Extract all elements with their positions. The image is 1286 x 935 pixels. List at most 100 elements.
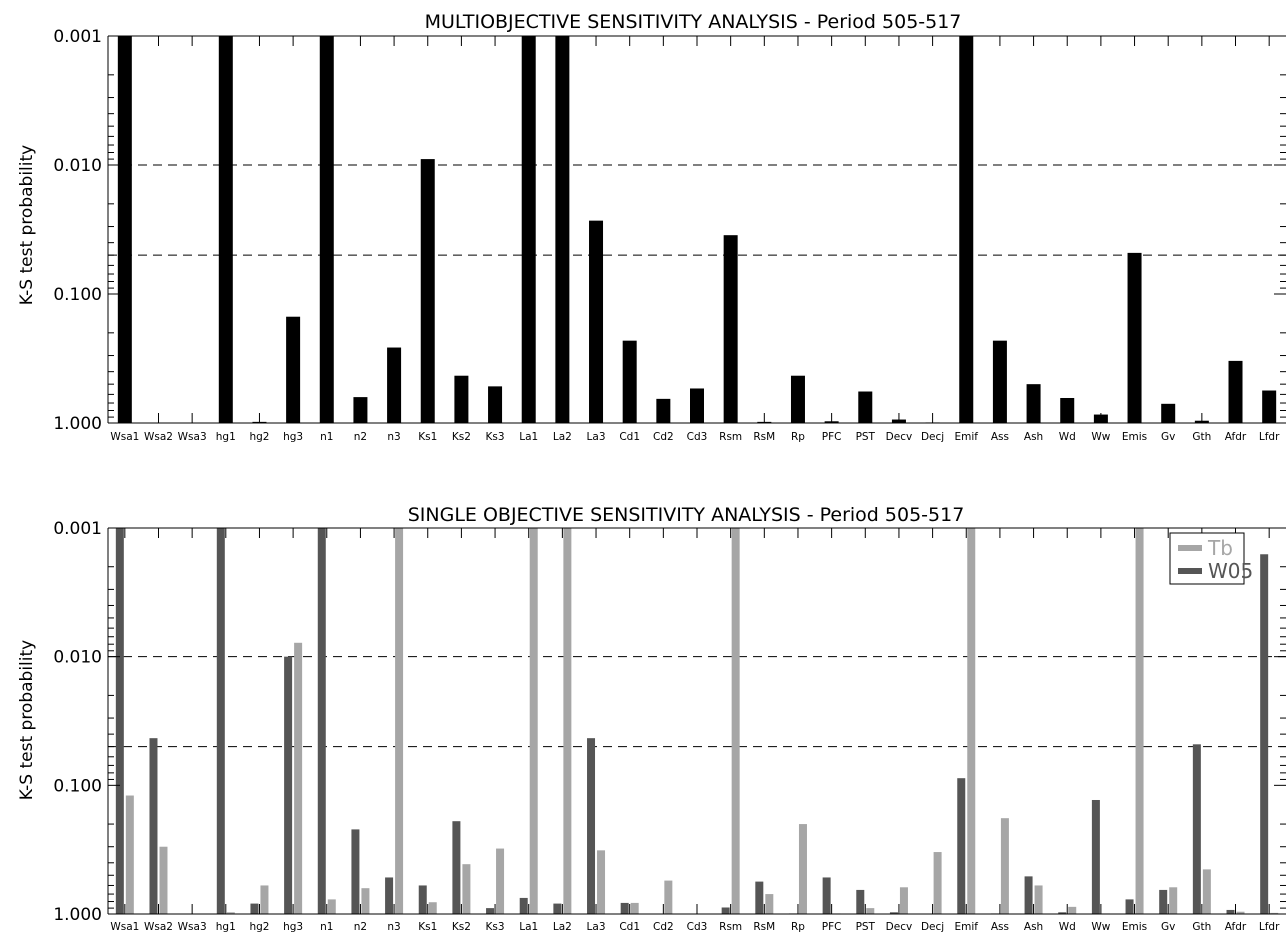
bar [630, 902, 639, 914]
bar [519, 897, 528, 914]
x-tick-label: Ww [1091, 921, 1110, 933]
x-tick-label: hg1 [216, 921, 236, 933]
x-tick-label: Ks3 [486, 921, 505, 933]
bar [1000, 818, 1009, 914]
bar [790, 375, 805, 423]
bar [957, 778, 966, 914]
bar [117, 36, 132, 423]
x-tick-label: Decj [921, 431, 944, 443]
x-tick-label: Ass [991, 431, 1009, 443]
x-tick-label: Ks2 [452, 431, 471, 443]
x-tick-label: Ass [991, 921, 1009, 933]
bar [387, 347, 402, 423]
bar [216, 528, 225, 914]
bar [723, 235, 738, 423]
x-tick-label: Ks3 [486, 431, 505, 443]
x-tick-label: Gv [1161, 431, 1175, 443]
y-tick-label: 0.001 [53, 519, 102, 539]
x-tick-label: hg3 [283, 921, 303, 933]
bar [286, 316, 301, 423]
bar [317, 528, 326, 914]
x-tick-label: hg2 [249, 921, 269, 933]
bar [1026, 384, 1041, 423]
bar [294, 642, 303, 914]
bar [1127, 252, 1142, 423]
x-tick-label: n1 [320, 431, 333, 443]
bar [553, 903, 562, 914]
x-tick-label: hg3 [283, 431, 303, 443]
bar [115, 528, 124, 914]
plot-area: 0.001 0.010 0.100 1.000 Wsa1 Wsa2 Wsa3 hg1 hg2 hg… [53, 27, 1286, 443]
bar [284, 656, 293, 914]
bar [721, 907, 730, 914]
x-tick-label: Wsa3 [178, 921, 207, 933]
x-tick-label: Decv [886, 431, 913, 443]
x-tick-label: Gth [1192, 921, 1211, 933]
bar [587, 738, 596, 914]
bar [125, 795, 134, 914]
x-tick-label: Ash [1024, 921, 1043, 933]
bar [765, 894, 774, 914]
bar [899, 887, 908, 914]
bar [226, 912, 235, 914]
x-tick-label: La1 [519, 431, 538, 443]
bar [361, 888, 370, 914]
bar [385, 877, 394, 914]
bar [992, 340, 1007, 423]
bar [589, 220, 604, 423]
x-tick-label: Rp [791, 921, 805, 933]
bar [1226, 909, 1235, 914]
bar [250, 903, 259, 914]
bar [1228, 360, 1243, 423]
x-tick-label: La2 [553, 921, 572, 933]
bar [420, 159, 435, 423]
single-objective-panel: SINGLE OBJECTIVE SENSITIVITY ANALYSIS - … [17, 504, 1286, 933]
bar [395, 528, 404, 914]
x-tick-label: Wd [1059, 921, 1076, 933]
x-tick-label: n1 [320, 921, 333, 933]
bar [563, 528, 572, 914]
bar [496, 848, 505, 914]
x-tick-label: La1 [519, 921, 538, 933]
x-tick-label: hg2 [249, 431, 269, 443]
bar [1192, 744, 1201, 914]
bar [486, 908, 495, 914]
multiobjective-panel: MULTIOBJECTIVE SENSITIVITY ANALYSIS - Pe… [17, 11, 1286, 443]
y-tick-label: 0.100 [53, 285, 102, 305]
y-axis-label: K-S test probability [17, 145, 37, 305]
x-tick-label: Rsm [719, 921, 742, 933]
bar [1060, 397, 1075, 423]
bar [529, 528, 538, 914]
x-tick-label: Cd3 [687, 921, 708, 933]
bar [597, 850, 606, 914]
bar [555, 36, 570, 423]
x-tick-label: Wd [1059, 431, 1076, 443]
bar [521, 36, 536, 423]
bar [889, 912, 898, 914]
x-tick-label: Rp [791, 431, 805, 443]
bar [218, 36, 233, 423]
x-tick-label: PFC [822, 431, 842, 443]
bar [866, 908, 875, 914]
x-tick-label: Decv [886, 921, 913, 933]
bar [1125, 899, 1134, 914]
y-tick-label: 0.001 [53, 27, 102, 47]
y-tick-label: 0.010 [53, 156, 102, 176]
x-tick-label: Wsa1 [110, 921, 139, 933]
x-tick-label: Cd1 [619, 431, 640, 443]
bar [1169, 887, 1178, 914]
bar [1034, 885, 1043, 914]
x-tick-label: Ks1 [418, 431, 437, 443]
plot-area: 0.001 0.010 0.100 1.000 Wsa1 Wsa2 Wsa3 hg1 hg2 hg… [53, 519, 1286, 933]
x-tick-label: hg1 [216, 431, 236, 443]
bar [959, 36, 974, 423]
x-tick-label: PST [856, 921, 876, 933]
x-tick-label: Emis [1122, 431, 1147, 443]
x-tick-label: RsM [753, 921, 775, 933]
bar [856, 889, 865, 914]
bar [755, 881, 764, 914]
chart-title: MULTIOBJECTIVE SENSITIVITY ANALYSIS - Pe… [425, 11, 962, 33]
bar [454, 375, 469, 423]
bar [622, 340, 637, 423]
x-tick-label: Rsm [719, 431, 742, 443]
